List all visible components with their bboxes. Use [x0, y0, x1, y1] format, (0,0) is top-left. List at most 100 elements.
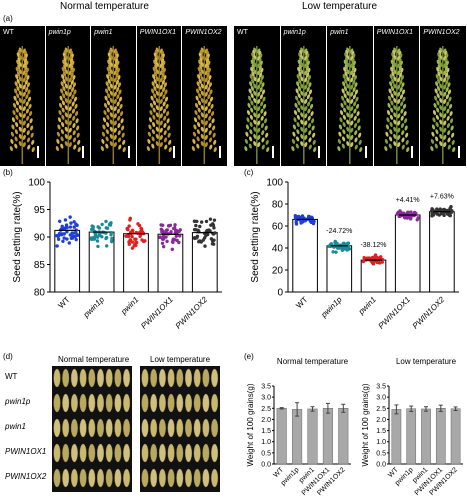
seed-setting-chart-normal: 80 85 90 95 100 Seed setting rate(%) WT pwin1p p… [12, 178, 222, 331]
data-point [130, 240, 135, 244]
bar-WT [292, 218, 318, 293]
data-point [136, 222, 140, 226]
data-point [204, 219, 209, 224]
data-point [160, 237, 165, 241]
data-point [361, 259, 366, 264]
data-point [212, 226, 216, 230]
grain-row-label: WT [5, 372, 18, 381]
data-point [130, 234, 134, 239]
chart-title: Low temperature [396, 357, 457, 366]
normal-panicle-panicle-graphic [192, 46, 218, 164]
normal-panicle-cell-4: PWIN1OX2 [182, 26, 227, 166]
data-point [134, 240, 138, 245]
panel-b-label: (b) [3, 168, 13, 177]
data-point [61, 239, 65, 244]
data-point [174, 234, 178, 239]
low-panicle-cell-2: pwin1 [327, 26, 373, 166]
x-tick-label: WT [294, 295, 309, 310]
data-point [192, 219, 197, 223]
data-point [165, 239, 169, 244]
bar-PWIN1OX2 [429, 211, 455, 293]
data-point [380, 260, 384, 264]
data-point [96, 244, 100, 249]
low-panicle-panicle-graphic [337, 46, 363, 164]
data-point [72, 225, 76, 229]
data-point [104, 226, 108, 230]
data-point [161, 234, 166, 239]
data-point [198, 224, 202, 229]
data-point [199, 220, 204, 224]
data-point [130, 228, 135, 232]
low-panicle-panicle-graphic [384, 46, 410, 164]
data-point [127, 224, 131, 228]
panel-d-label: (d) [3, 352, 13, 361]
annotation: +4.41% [396, 197, 420, 204]
bar-PWIN1OX2 [338, 408, 349, 465]
grain-row-label: pwin1p [5, 397, 31, 406]
y-tick-label: 1.0 [376, 439, 386, 446]
data-point [207, 228, 211, 232]
low-panicle-cell-label: PWIN1OX2 [423, 29, 460, 36]
y-tick-label: 20 [272, 266, 284, 277]
bar-pwin1p [292, 409, 303, 465]
normal-panicle-panicle-graphic [9, 46, 35, 164]
data-point [138, 234, 142, 238]
data-point [68, 225, 73, 229]
y-tick-label: 1.5 [376, 428, 386, 435]
x-tick-label: pwin1 [119, 295, 141, 317]
data-point [133, 237, 137, 241]
data-point [90, 237, 95, 241]
data-point [104, 219, 108, 224]
data-point [160, 241, 165, 245]
annotation: -38.12% [360, 242, 386, 249]
data-point [334, 250, 338, 254]
y-axis-label: Seed setting rate(%) [250, 191, 261, 282]
normal-panicle-cell-1: pwin1p [45, 26, 91, 166]
data-point [201, 238, 205, 242]
data-point [178, 228, 182, 232]
grain-graphic [53, 368, 131, 488]
bar-PWIN1OX1 [394, 214, 421, 293]
data-point [58, 219, 62, 223]
data-point [69, 221, 73, 225]
data-point [95, 239, 100, 243]
data-point [442, 213, 446, 218]
data-point [178, 234, 182, 238]
bar-pwin1 [421, 408, 431, 465]
grain-photo-low [140, 366, 220, 492]
data-point [331, 250, 335, 254]
low-panicle-panicle-graphic [244, 46, 270, 164]
y-tick-label: 85 [34, 260, 46, 271]
normal-panicle-cell-label: WT [3, 29, 14, 36]
data-point [194, 228, 198, 232]
data-point [63, 218, 68, 222]
low-panicle-cell-label: WT [237, 29, 248, 36]
panel-a-normal-title: Normal temperature [60, 1, 149, 12]
data-point [67, 241, 72, 245]
x-tick-label: pwin1p [319, 295, 344, 320]
low-panicle-panicle-graphic [290, 46, 316, 164]
normal-panicle-panicle-graphic [55, 46, 81, 164]
data-point [203, 244, 207, 248]
scale-bar [173, 146, 176, 158]
data-point [211, 232, 216, 236]
data-point [104, 244, 109, 248]
y-tick-label: 60 [272, 222, 284, 233]
bar-pwin1p [326, 245, 353, 293]
scale-bar [127, 146, 130, 158]
data-point [209, 223, 213, 227]
data-point [440, 211, 444, 216]
data-point [100, 222, 104, 227]
normal-panicle-cell-label: PWIN1OX2 [185, 29, 222, 36]
data-point [160, 223, 165, 227]
data-point [167, 224, 171, 228]
data-point [62, 232, 66, 236]
chart-title: Normal temperature [277, 357, 349, 366]
bar-PWIN1OX2 [450, 408, 461, 465]
grain-graphic [141, 368, 219, 488]
normal-panicle-cell-0: WT [0, 26, 45, 166]
y-tick-label: 80 [34, 288, 46, 299]
grain-row-label: pwin1 [5, 422, 26, 431]
grain-weight-chart-normal: Normal temperature 0.0 0.5 1.0 1.5 2.0 2.5 3.0 3… [246, 357, 351, 497]
data-point [56, 234, 60, 238]
